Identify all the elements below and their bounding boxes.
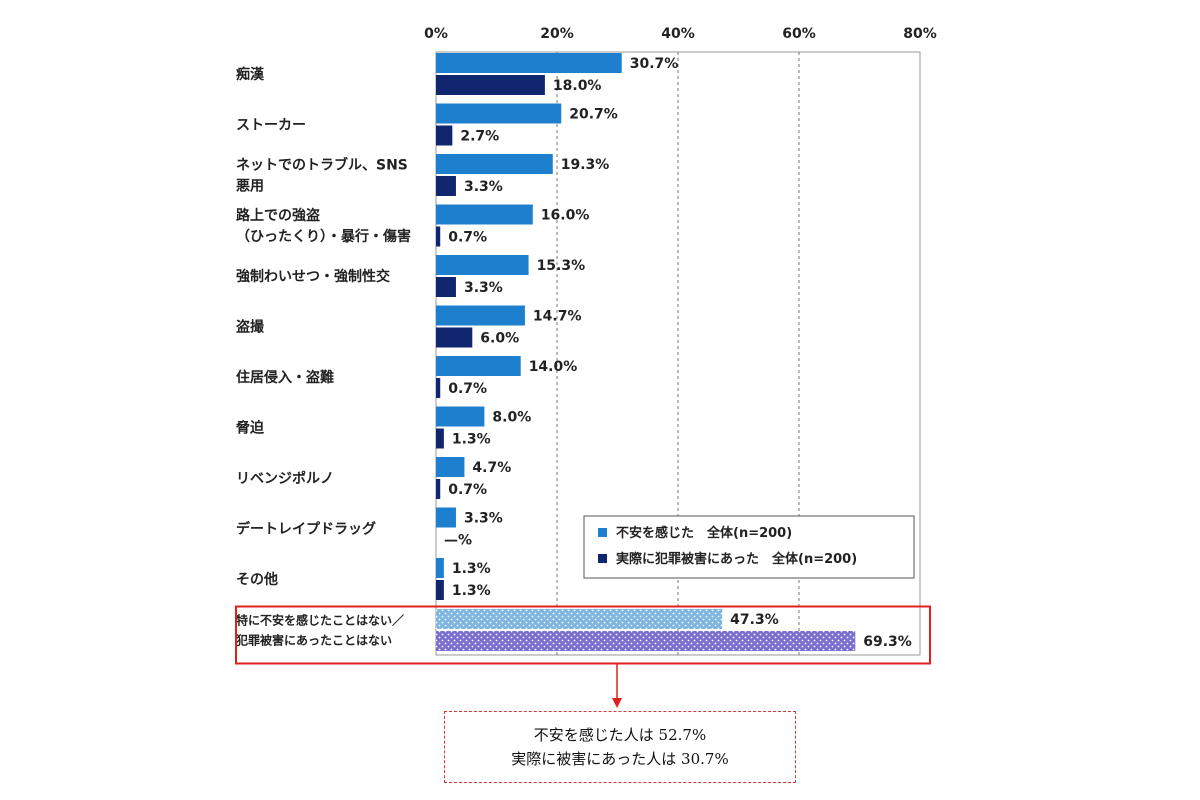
value-label: 14.7%: [533, 309, 582, 325]
value-label: 1.3%: [452, 561, 491, 577]
value-label: 4.7%: [472, 460, 511, 476]
category-label-line: ストーカー: [236, 118, 306, 134]
value-label: 0.7%: [448, 230, 487, 246]
bar-series-anxiety: [436, 204, 533, 225]
value-label: 0.7%: [448, 482, 487, 498]
bar-series-anxiety: [436, 103, 562, 124]
category-label: 路上での強盗 （ひったくり）・暴行・傷害: [236, 207, 411, 245]
value-label: 20.7%: [569, 107, 618, 123]
category-label-line: 住居侵入・盗難: [236, 369, 334, 386]
bar-series-victim: [436, 75, 545, 95]
bar-series-victim: [436, 327, 473, 348]
bar-series-anxiety: [436, 305, 525, 326]
value-label: 15.3%: [537, 258, 586, 274]
bar-series-anxiety: [436, 406, 485, 427]
category-label-line: その他: [236, 571, 278, 588]
bar-series-victim: [436, 428, 444, 449]
category-label: その他: [236, 571, 278, 588]
bar-series-anxiety: [436, 507, 456, 528]
category-label-line: 脅迫: [236, 420, 265, 437]
legend-box: [583, 515, 915, 579]
category-label: 脅迫: [236, 420, 265, 437]
category-label: ネットでのトラブル、SNS 悪用: [236, 157, 408, 195]
x-tick-label: 80%: [903, 26, 937, 42]
bar-series-victim: [436, 176, 456, 196]
bar-series-anxiety: [436, 255, 529, 275]
bar-series-anxiety: [436, 53, 622, 73]
x-tick-label: 0%: [424, 26, 448, 42]
category-label-line: 路上での強盗: [236, 207, 321, 224]
value-label: 16.0%: [541, 208, 590, 224]
category-label: ストーカー: [236, 118, 306, 134]
value-label: 47.3%: [730, 612, 779, 628]
bar-series-anxiety: [436, 356, 521, 376]
value-label: 3.3%: [464, 280, 503, 296]
x-tick-label: 60%: [782, 26, 816, 42]
legend: 不安を感じた 全体(n=200) 実際に犯罪被害にあった 全体(n=200): [583, 515, 915, 579]
value-label: 0.7%: [448, 381, 487, 397]
category-label-line: （ひったくり）・暴行・傷害: [236, 228, 411, 245]
summary-line-2: 実際に被害にあった人は 30.7%: [511, 750, 729, 768]
bar-series-victim: [436, 580, 444, 600]
category-label-line: 強制わいせつ・強制性交: [236, 268, 390, 285]
summary-box: 不安を感じた人は 52.7% 実際に被害にあった人は 30.7%: [444, 711, 796, 783]
category-label-line: ネットでのトラブル、SNS: [236, 157, 408, 174]
bars: [436, 53, 856, 651]
x-tick-label: 40%: [661, 26, 695, 42]
value-label: 30.7%: [630, 56, 679, 72]
value-label: 1.3%: [452, 583, 491, 599]
bar-series-victim: [436, 378, 441, 398]
legend-label: 実際に犯罪被害にあった 全体(n=200): [616, 551, 857, 567]
value-label: 69.3%: [863, 634, 912, 650]
category-label-line: 犯罪被害にあったことはない: [235, 632, 392, 647]
category-label: 痴漢: [236, 66, 265, 83]
highlight-arrow-head: [612, 698, 622, 708]
highlight-box: [235, 605, 931, 665]
legend-label: 不安を感じた 全体(n=200): [616, 525, 792, 541]
x-tick-label: 20%: [540, 26, 574, 42]
highlight: [235, 605, 931, 708]
bar-series-victim: [436, 631, 856, 651]
category-label: リベンジポルノ: [236, 470, 334, 487]
category-label: 盗撮: [236, 319, 265, 336]
value-label: —%: [444, 533, 472, 549]
bar-series-anxiety: [436, 558, 444, 578]
value-label: 8.0%: [492, 410, 531, 426]
legend-swatch: [598, 554, 607, 563]
bar-series-victim: [436, 277, 456, 297]
x-axis-ticks: 0% 20% 40% 60% 80%: [424, 26, 937, 42]
bar-series-victim: [436, 479, 441, 499]
legend-swatch: [598, 528, 607, 537]
value-label: 3.3%: [464, 511, 503, 527]
category-label: デートレイプドラッグ: [236, 521, 376, 538]
category-label-line: リベンジポルノ: [236, 470, 334, 487]
summary-line-1: 不安を感じた人は 52.7%: [533, 726, 707, 744]
category-label-line: 悪用: [236, 179, 264, 195]
value-label: 1.3%: [452, 432, 491, 448]
category-label-line: 痴漢: [236, 66, 265, 83]
category-label-line: 特に不安を感じたことはない／: [236, 612, 404, 627]
value-label: 6.0%: [480, 331, 519, 347]
grid-lines: [435, 51, 921, 656]
category-label-line: 盗撮: [236, 319, 265, 336]
bar-series-victim: [436, 226, 441, 247]
category-label: 特に不安を感じたことはない／ 犯罪被害にあったことはない: [235, 612, 404, 647]
category-label-line: デートレイプドラッグ: [236, 521, 376, 538]
bar-series-anxiety: [436, 457, 465, 477]
value-label: 2.7%: [460, 129, 499, 145]
value-label: 14.0%: [529, 359, 578, 375]
value-label: 3.3%: [464, 179, 503, 195]
bar-series-victim: [436, 125, 453, 146]
value-labels: 30.7% 18.0% 20.7% 2.7% 19.3% 3.3% 16.0% 0.7% 15.…: [444, 56, 912, 650]
category-label: 強制わいせつ・強制性交: [236, 268, 390, 285]
value-label: 19.3%: [561, 157, 610, 173]
bar-series-anxiety: [436, 609, 723, 629]
category-label: 住居侵入・盗難: [236, 369, 334, 386]
value-label: 18.0%: [553, 78, 602, 94]
bar-series-anxiety: [436, 154, 553, 174]
